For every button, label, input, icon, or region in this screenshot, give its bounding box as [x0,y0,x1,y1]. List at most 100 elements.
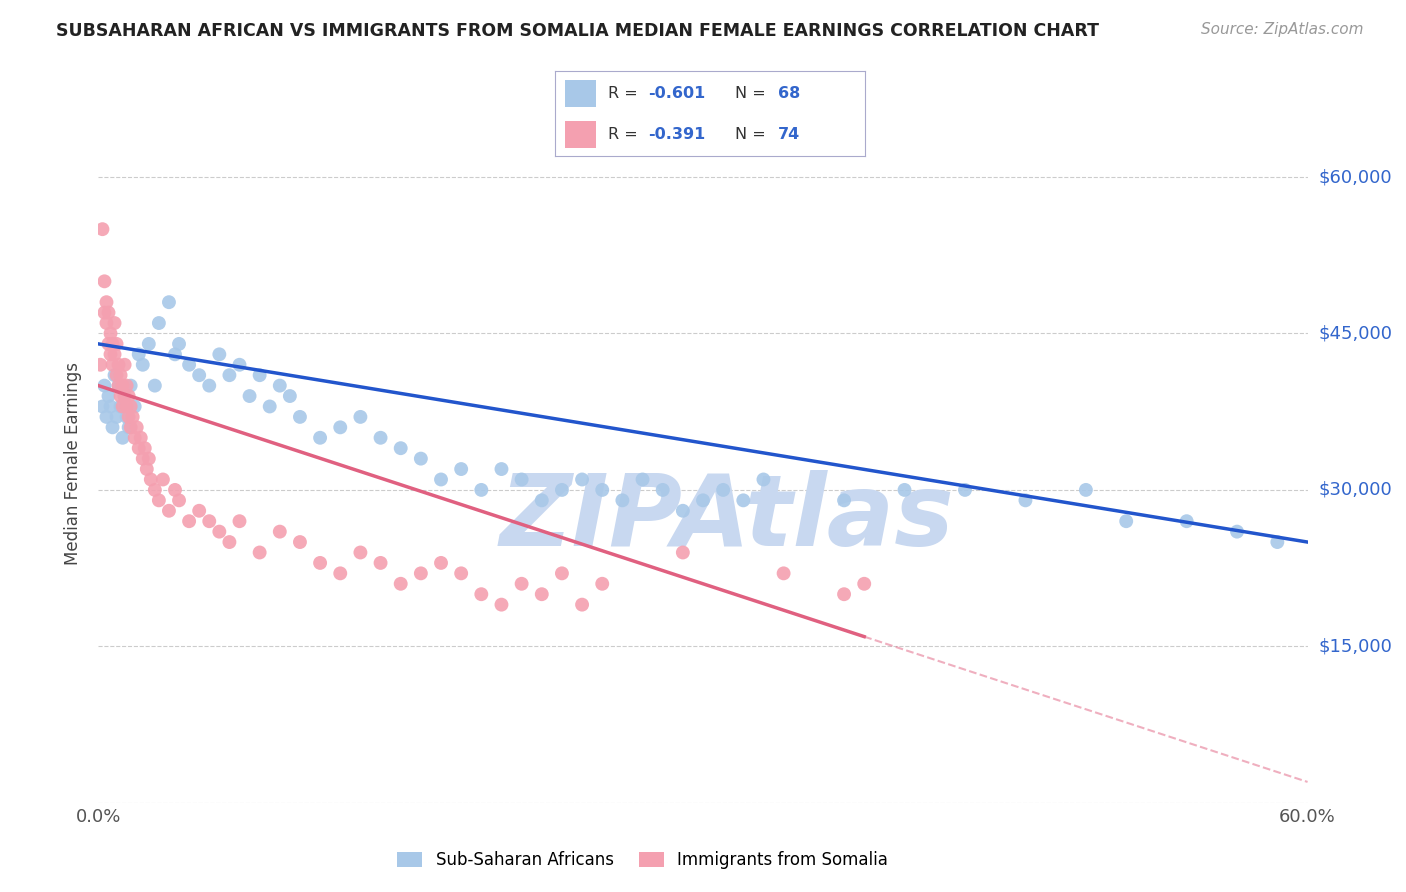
Point [491,598,513,612]
Point [128,347,150,361]
Point [591,576,613,591]
Text: N =: N = [735,127,770,142]
Point [100,400,122,414]
Point [733,493,755,508]
Point [177,514,201,528]
Point [110,389,132,403]
Point [269,524,291,539]
Text: N =: N = [735,86,770,101]
Point [288,409,311,424]
Point [853,576,876,591]
Point [349,545,371,559]
Point [893,483,915,497]
Text: R =: R = [607,127,643,142]
Point [101,420,124,434]
Point [111,431,134,445]
Point [101,358,124,372]
Point [711,483,734,497]
Point [101,337,124,351]
Point [329,420,352,434]
Point [198,514,221,528]
Point [450,462,472,476]
Point [228,514,250,528]
Point [97,305,120,319]
Point [239,389,262,403]
Point [309,431,332,445]
Point [612,493,634,508]
Point [1115,514,1137,528]
Point [134,441,156,455]
Point [370,431,392,445]
Point [591,483,613,497]
Point [218,535,240,549]
Bar [565,120,596,147]
Point [110,400,132,414]
Point [1074,483,1097,497]
Point [208,524,231,539]
Point [188,368,211,383]
Point [470,587,492,601]
Text: $30,000: $30,000 [1319,481,1392,499]
Point [138,337,160,351]
Point [157,504,180,518]
Text: -0.601: -0.601 [648,86,706,101]
Point [114,389,136,403]
Point [772,566,794,581]
Point [115,378,138,392]
Point [389,441,412,455]
Text: SUBSAHARAN AFRICAN VS IMMIGRANTS FROM SOMALIA MEDIAN FEMALE EARNINGS CORRELATION: SUBSAHARAN AFRICAN VS IMMIGRANTS FROM SO… [56,22,1099,40]
Point [198,378,221,392]
Point [121,409,143,424]
Point [631,473,654,487]
Point [278,389,301,403]
Point [129,431,152,445]
Point [329,566,352,581]
Point [672,504,695,518]
Point [105,409,128,424]
Point [349,409,371,424]
Point [118,420,141,434]
Text: ZIPAtlas: ZIPAtlas [499,469,955,566]
Text: Source: ZipAtlas.com: Source: ZipAtlas.com [1201,22,1364,37]
Point [118,409,141,424]
Point [249,368,271,383]
Point [139,473,162,487]
Text: $45,000: $45,000 [1319,325,1393,343]
Point [571,598,593,612]
Point [218,368,240,383]
Point [114,389,136,403]
Point [259,400,281,414]
Point [148,493,170,508]
Point [651,483,673,497]
Point [551,483,574,497]
Point [752,473,775,487]
Point [124,431,146,445]
Point [91,400,114,414]
Point [135,462,157,476]
Point [370,556,392,570]
Point [409,451,432,466]
Point [510,473,533,487]
Point [107,378,129,392]
Point [103,347,125,361]
Point [409,566,432,581]
Point [105,368,128,383]
Point [114,358,136,372]
Point [551,566,574,581]
Point [953,483,976,497]
Point [288,535,311,549]
Point [430,556,453,570]
Point [152,473,174,487]
Point [110,368,132,383]
Point [96,295,118,310]
Text: 74: 74 [778,127,800,142]
Point [132,451,155,466]
Y-axis label: Median Female Earnings: Median Female Earnings [65,362,83,566]
Point [115,400,138,414]
Point [530,587,553,601]
Point [93,305,115,319]
Point [97,389,120,403]
Legend: Sub-Saharan Africans, Immigrants from Somalia: Sub-Saharan Africans, Immigrants from So… [391,845,894,876]
Point [672,545,695,559]
Point [157,295,180,310]
